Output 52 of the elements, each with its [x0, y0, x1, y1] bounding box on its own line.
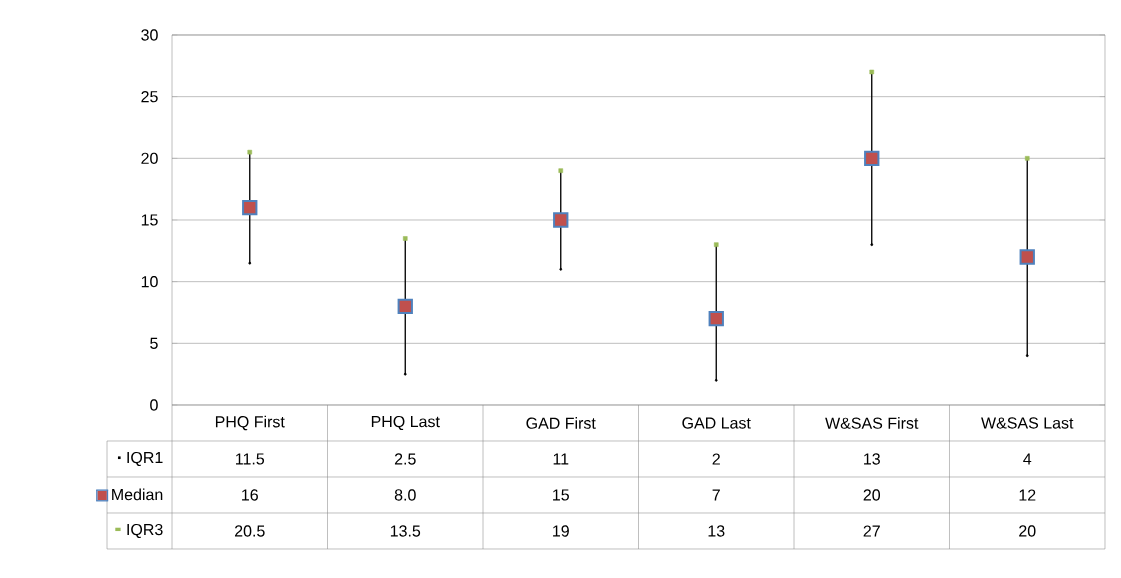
data-label: 11 [553, 453, 569, 465]
x-tick-label: PHQ First [215, 415, 285, 431]
point [869, 69, 875, 75]
data-label: 13 [708, 525, 725, 537]
data-label: 20 [863, 489, 881, 501]
data-label: 20 [1019, 525, 1036, 537]
point [247, 149, 253, 155]
data-label: 4 [1023, 453, 1032, 465]
y-tick-label: 25 [141, 91, 158, 103]
x-tick-label: GAD Last [682, 417, 751, 429]
x-tick-label: PHQ Last [371, 415, 440, 431]
data-label: 13.5 [390, 525, 421, 537]
point [558, 168, 564, 173]
x-tick-label: W&SAS Last [981, 417, 1074, 429]
data-label: 13 [864, 453, 880, 465]
point [714, 378, 718, 382]
point [559, 267, 563, 271]
data-label: 7 [712, 489, 720, 501]
point [248, 261, 252, 265]
y-tick-label: 0 [150, 399, 158, 411]
data-label: 27 [863, 525, 880, 537]
data-label: 16 [242, 489, 258, 501]
data-label: 20.5 [234, 525, 265, 537]
point [864, 150, 880, 166]
x-tick-label: W&SAS First [825, 417, 919, 429]
y-tick-label: 10 [141, 276, 158, 288]
point [403, 372, 407, 376]
point [553, 212, 569, 228]
point [708, 310, 724, 327]
data-label: 8.0 [394, 489, 416, 501]
x-tick-label: GAD First [526, 417, 596, 429]
legend-label: IQR1 [127, 451, 163, 467]
data-label: 11.5 [236, 453, 265, 465]
point [1019, 249, 1035, 265]
data-label: 2 [712, 453, 720, 465]
point [1024, 156, 1030, 161]
y-tick-label: 20 [141, 152, 158, 164]
point [397, 298, 413, 314]
point [713, 242, 719, 247]
y-tick-label: 15 [141, 214, 158, 226]
point [402, 236, 408, 241]
point [1025, 354, 1029, 357]
point [870, 243, 874, 246]
y-tick-label: 30 [141, 29, 158, 41]
data-label: 2.5 [394, 453, 416, 465]
point [242, 200, 258, 216]
y-tick-label: 5 [150, 337, 158, 349]
legend-label: Median [112, 488, 163, 501]
data-label: 15 [553, 489, 569, 501]
data-label: 12 [1019, 489, 1036, 501]
legend-label: IQR3 [127, 523, 163, 539]
data-label: 19 [553, 525, 569, 537]
